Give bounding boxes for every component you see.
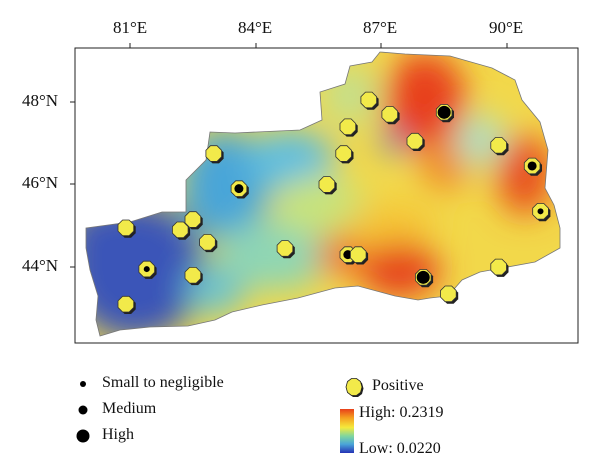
lon-label-90: 90°E [489,18,524,37]
station-positive-octagon [205,145,223,162]
station-marker [117,219,136,238]
lon-label-87: 87°E [363,18,398,37]
legend-small-label: Small to negligible [102,374,224,391]
station-positive-octagon [199,233,216,251]
station-marker [490,137,509,156]
station-marker [138,260,157,279]
station-positive-octagon [318,176,336,193]
station-marker [490,258,509,277]
station-positive-octagon [349,246,367,263]
legend-dot-high-icon [76,429,90,443]
station-positive-octagon [171,221,189,239]
station-marker [335,145,354,164]
colorbar-low-label: Low: 0.0220 [359,440,441,457]
legend-positive-label: Positive [372,377,424,394]
lon-label-81: 81°E [113,18,148,37]
legend-high-label: High [102,426,134,443]
graticule-ticks [70,43,508,268]
station-marker [414,269,434,288]
station-marker [230,180,249,199]
station-positive-octagon [117,295,135,313]
station-positive-octagon [184,266,202,284]
station-marker [435,104,454,123]
station-marker [406,132,425,151]
station-positive-octagon [360,91,378,109]
station-markers [117,91,551,314]
station-significance-dot [143,266,150,273]
station-marker [339,118,358,137]
legend-medium-label: Medium [102,400,157,417]
map-frame [74,47,579,344]
station-marker [440,285,459,304]
station-marker [117,295,136,314]
lat-label-44: 44°N [22,256,59,275]
station-positive-octagon [490,258,507,276]
station-marker [171,221,191,240]
station-positive-octagon [276,240,294,257]
region-outline [85,51,561,337]
station-positive-octagon [381,106,399,123]
interpolated-surface [86,52,560,336]
station-marker [523,157,542,176]
station-marker [349,246,369,265]
station-significance-dot [234,184,244,194]
legend-positive-octagon-icon [345,378,364,397]
station-positive-octagon [339,118,357,136]
station-marker [360,91,379,110]
station-marker [276,240,295,259]
lon-label-84: 84°E [238,18,273,37]
station-marker [318,176,337,195]
station-marker [184,211,203,230]
station-significance-dot [416,270,430,284]
station-marker [205,145,224,164]
legend-dot-medium-icon [78,405,88,415]
colorbar-high-label: High: 0.2319 [359,404,444,421]
lat-label-48: 48°N [22,91,59,110]
station-positive-octagon [117,219,135,237]
legend-dot-small-icon [80,381,86,387]
legend-symbols [76,378,364,453]
station-marker [381,106,400,125]
station-positive-octagon [490,137,507,154]
station-positive-octagon [335,145,352,162]
legend-colorbar [340,409,354,453]
station-significance-dot [437,105,451,119]
lat-label-46: 46°N [22,173,59,192]
station-positive-octagon [406,132,424,150]
station-marker [184,266,203,286]
station-positive-octagon [440,285,457,303]
station-significance-dot [527,161,537,171]
station-positive-octagon [184,211,202,228]
station-significance-dot [537,208,544,215]
station-marker [199,233,218,253]
station-marker [532,203,551,222]
